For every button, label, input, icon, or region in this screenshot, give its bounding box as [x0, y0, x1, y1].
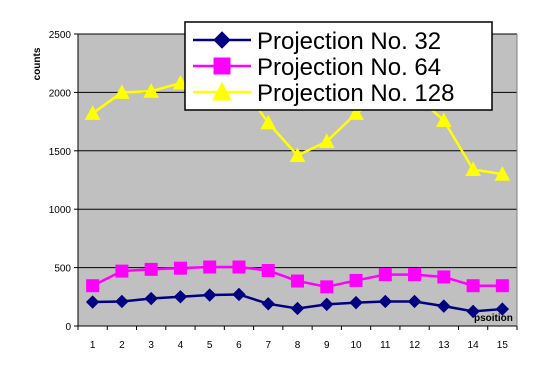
x-tick-label: 5	[207, 340, 213, 351]
y-tick-label: 2500	[49, 30, 72, 41]
series-0	[85, 287, 510, 319]
data-point	[114, 84, 130, 99]
legend-label-2: Projection No. 128	[257, 80, 454, 107]
data-point	[115, 294, 129, 309]
data-point	[349, 295, 363, 310]
data-point	[202, 288, 217, 302]
axes	[77, 34, 518, 327]
data-point	[495, 302, 510, 316]
data-point	[435, 112, 452, 127]
data-point	[290, 301, 305, 316]
x-tick-label: 8	[295, 340, 301, 351]
x-tick-label: 15	[497, 340, 509, 351]
x-tick-label: 4	[178, 340, 184, 351]
data-point	[494, 166, 511, 181]
data-point	[466, 304, 480, 319]
data-point	[203, 260, 217, 274]
y-tick-label: 500	[54, 264, 71, 275]
data-point	[437, 299, 451, 313]
x-tick-label: 2	[119, 340, 125, 351]
data-point	[378, 294, 393, 309]
x-tick-label: 12	[409, 340, 421, 351]
y-tick-label: 2000	[49, 88, 72, 99]
data-point	[173, 261, 187, 275]
data-point	[173, 290, 188, 304]
data-point	[320, 297, 334, 312]
legend-label-0: Projection No. 32	[257, 28, 441, 55]
legend-marker-2	[212, 81, 232, 101]
data-point	[232, 260, 246, 274]
y-axis-title: counts	[32, 47, 43, 80]
data-point	[115, 264, 129, 278]
data-point	[232, 287, 246, 302]
data-point	[407, 294, 422, 309]
x-tick-label: 9	[324, 340, 330, 351]
data-point	[85, 295, 100, 309]
data-point	[349, 273, 363, 287]
legend-marker-1	[213, 57, 231, 75]
x-tick-label: 10	[350, 340, 362, 351]
data-point	[291, 274, 304, 288]
data-point	[318, 133, 335, 148]
x-axis-ticks: 1 2 3 4 5 6 7 8 9 10 11 12 13 14 15	[77, 326, 518, 351]
data-point	[495, 279, 509, 293]
x-tick-label: 6	[236, 340, 242, 351]
y-tick-label: 0	[65, 322, 71, 333]
data-point	[172, 75, 189, 90]
series-1	[86, 260, 509, 294]
data-point	[144, 291, 158, 306]
y-tick-label: 1500	[49, 147, 72, 158]
data-point	[261, 297, 275, 311]
x-tick-label: 13	[438, 340, 450, 351]
data-point	[289, 147, 306, 162]
data-point	[261, 264, 275, 278]
y-axis-ticks: 0 500 1000 1500 2000 2500	[49, 30, 78, 333]
data-point	[84, 105, 101, 120]
x-tick-label: 14	[468, 340, 480, 351]
data-point	[408, 268, 422, 282]
x-tick-label: 3	[148, 340, 154, 351]
data-point	[320, 280, 334, 294]
data-point	[378, 268, 392, 282]
data-point	[466, 279, 480, 293]
legend-label-1: Projection No. 64	[257, 54, 441, 81]
data-point	[465, 161, 481, 176]
y-tick-label: 1000	[49, 205, 72, 216]
legend-marker-0	[213, 31, 231, 49]
series-group	[84, 72, 511, 319]
data-point	[86, 279, 100, 293]
x-tick-label: 1	[90, 340, 96, 351]
data-point	[144, 262, 158, 276]
data-point	[348, 105, 364, 120]
data-point	[143, 83, 160, 98]
x-tick-label: 11	[380, 340, 391, 351]
x-axis-title: psoition	[474, 313, 513, 324]
x-tick-label: 7	[265, 340, 271, 351]
data-point	[437, 270, 451, 284]
data-point	[260, 114, 277, 130]
